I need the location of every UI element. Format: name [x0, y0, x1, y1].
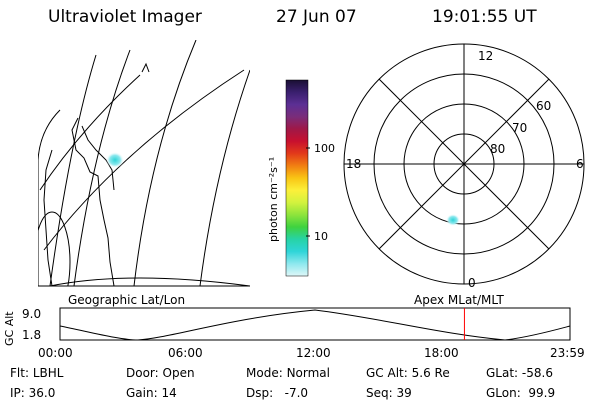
polar-aurora-patch: [446, 214, 460, 226]
time-label: 19:01:55 UT: [432, 7, 537, 27]
dsp-value: -7.0: [284, 386, 309, 400]
altitude-xtick-0000: 00:00: [38, 346, 73, 360]
date-label: 27 Jun 07: [276, 7, 357, 27]
seq-value: 39: [396, 386, 412, 400]
instrument-title: Ultraviolet Imager: [48, 7, 202, 27]
altitude-y-label: GC Alt: [3, 311, 16, 346]
ip-field: IP: 36.0: [10, 387, 55, 399]
mode-field: Mode: Normal: [246, 367, 330, 379]
lon-arc-3: [133, 40, 197, 286]
gain-value: 14: [161, 386, 177, 400]
mode-value: Normal: [286, 366, 330, 380]
flt-label: Flt:: [10, 366, 29, 380]
coastline: [71, 117, 115, 286]
dsp-field: Dsp: -7.0: [246, 387, 308, 399]
gain-field: Gain: 14: [126, 387, 177, 399]
altitude-xtick-0600: 06:00: [168, 346, 203, 360]
glon-label: GLon:: [486, 386, 521, 400]
dsp-label: Dsp:: [246, 386, 274, 400]
gcalt-value: 5.6 Re: [411, 366, 450, 380]
colorbar-tick-label-100: 100: [314, 142, 335, 155]
seq-label: Seq:: [366, 386, 393, 400]
gcalt-label: GC Alt:: [366, 366, 408, 380]
flt-field: Flt: LBHL: [10, 367, 63, 379]
lat-ring-inner: [38, 211, 71, 286]
lat-label-60: 60: [536, 99, 551, 113]
glat-field: GLat: -58.6: [486, 367, 553, 379]
polar-diag-2: [378, 78, 550, 250]
lon-arc-1: [49, 54, 97, 286]
seq-field: Seq: 39: [366, 387, 412, 399]
gain-label: Gain:: [126, 386, 158, 400]
lat-label-80: 80: [490, 142, 505, 156]
altitude-xtick-1200: 12:00: [296, 346, 331, 360]
geographic-map: [38, 40, 250, 286]
north-arrow: [141, 62, 150, 73]
lat-arc-1: [49, 277, 250, 286]
colorbar-tick-label-10: 10: [314, 230, 328, 243]
flt-value: LBHL: [32, 366, 64, 380]
altitude-plot-frame: [59, 307, 571, 341]
mlt-label-0: 0: [468, 276, 476, 290]
altitude-xtick-1800: 18:00: [424, 346, 459, 360]
geo-aurora-patch: [106, 152, 124, 168]
mlt-label-18: 18: [346, 157, 361, 171]
door-label: Door:: [126, 366, 159, 380]
altitude-ytick-1_8: 1.8: [22, 328, 41, 342]
glat-value: -58.6: [521, 366, 553, 380]
door-value: Open: [162, 366, 195, 380]
glon-field: GLon: 99.9: [486, 387, 555, 399]
mode-label: Mode:: [246, 366, 283, 380]
lon-arc-2: [73, 49, 131, 286]
gcalt-field: GC Alt: 5.6 Re: [366, 367, 450, 379]
altitude-curve: [59, 309, 571, 341]
mlt-label-6: 6: [576, 157, 584, 171]
door-field: Door: Open: [126, 367, 195, 379]
limb-edge: [38, 109, 61, 286]
colorbar: [285, 79, 309, 277]
glon-value: 99.9: [528, 386, 556, 400]
polar-plot: [343, 43, 585, 285]
altitude-ytick-9: 9.0: [22, 307, 41, 321]
lon-arc-4: [199, 69, 250, 286]
lat-arc-3: [39, 74, 141, 191]
ip-value: 36.0: [28, 386, 56, 400]
geo-panel-label: Geographic Lat/Lon: [68, 293, 185, 307]
glat-label: GLat:: [486, 366, 519, 380]
lat-label-70: 70: [512, 121, 527, 135]
ip-label: IP:: [10, 386, 25, 400]
coastline-2: [43, 149, 53, 286]
lat-arc-2: [43, 69, 245, 251]
colorbar-unit-label: photon cm⁻²s⁻¹: [267, 157, 280, 242]
altitude-xtick-2359: 23:59: [550, 346, 585, 360]
mlt-label-12: 12: [478, 49, 493, 63]
polar-panel-label: Apex MLat/MLT: [414, 293, 504, 307]
